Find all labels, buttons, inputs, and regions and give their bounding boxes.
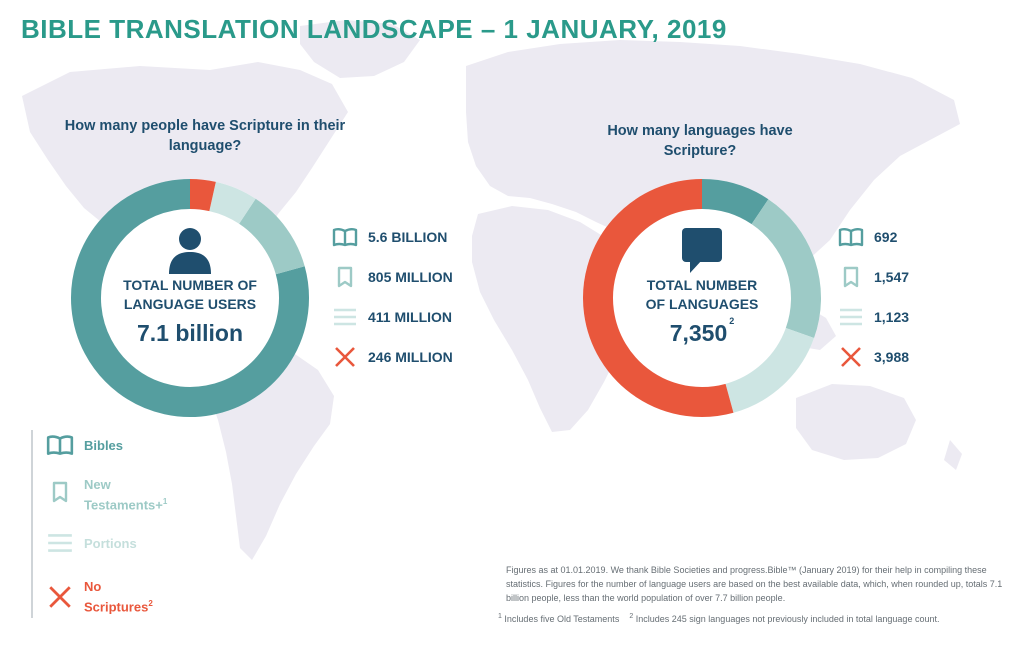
languages-segment-no-scriptures [583, 179, 734, 417]
legend-label-new-testaments: New Testaments+ [84, 477, 163, 513]
left-center-line2: LANGUAGE USERS [123, 296, 257, 312]
footnote-2: Includes 245 sign languages not previous… [635, 614, 940, 624]
cross-icon [332, 345, 358, 369]
people-donut-background [71, 179, 309, 417]
legend-item-new-testaments: New Testaments+1 [46, 476, 168, 513]
languages-donut-background [583, 179, 821, 417]
right-center-line2: OF LANGUAGES [645, 296, 759, 312]
left-stat-no-scriptures-value: 246 MILLION [368, 349, 453, 365]
legend-divider [31, 430, 33, 618]
right-center-value-wrap: 7,350 2 [622, 316, 782, 347]
left-stat-new-testaments-value: 805 MILLION [368, 269, 453, 285]
legend-item-no-scriptures: No Scriptures2 [46, 578, 164, 615]
right-stat-portions-value: 1,123 [874, 309, 910, 325]
people-segment-bibles [71, 179, 309, 417]
languages-segment-portions [725, 327, 815, 413]
speech-bubble-icon [622, 226, 782, 276]
people-segment-portions [208, 181, 256, 225]
legend-label-bibles: Bibles [84, 438, 124, 453]
legend-label-no-scriptures: No Scriptures [84, 579, 149, 615]
legend-footnote-ref-1: 1 [162, 497, 168, 506]
right-stat-no-scriptures: 3,988 [838, 345, 909, 369]
lines-icon [838, 305, 864, 329]
cross-icon [46, 578, 74, 610]
languages-segment-bibles [701, 179, 769, 225]
legend-label-no-scriptures-wrap: No Scriptures2 [84, 578, 164, 615]
right-stat-portions: 1,123 [838, 305, 909, 329]
right-center-line1: TOTAL NUMBER [646, 277, 758, 293]
people-segment-new-testaments [238, 198, 305, 275]
open-book-icon [332, 225, 358, 249]
bookmark-book-icon [838, 265, 864, 289]
open-book-icon [838, 225, 864, 249]
page-title: BIBLE TRANSLATION LANDSCAPE – 1 JANUARY,… [21, 14, 727, 44]
right-center-label: TOTAL NUMBER OF LANGUAGES 7,350 2 [622, 226, 782, 347]
left-stat-bibles-value: 5.6 BILLION [368, 229, 448, 245]
source-note: Figures as at 01.01.2019. We thank Bible… [506, 565, 1003, 603]
left-stat-portions: 411 MILLION [332, 305, 452, 329]
right-stat-new-testaments-value: 1,547 [874, 269, 910, 285]
legend-item-portions: Portions [46, 532, 137, 554]
languages-segment-new-testaments [751, 199, 821, 339]
left-stat-new-testaments: 805 MILLION [332, 265, 453, 289]
open-book-icon [46, 434, 74, 456]
right-center-value: 7,350 [669, 320, 728, 346]
cross-icon [838, 345, 864, 369]
people-donut-chart [71, 179, 309, 417]
legend-footnote-ref-2: 2 [148, 599, 153, 608]
people-segment-no-scriptures [189, 179, 216, 212]
left-center-value: 7.1 billion [136, 320, 244, 346]
footnotes: 1 Includes five Old Testaments 2 Include… [498, 613, 940, 624]
left-stat-no-scriptures: 246 MILLION [332, 345, 453, 369]
left-stat-portions-value: 411 MILLION [368, 309, 453, 325]
left-center-line1: TOTAL NUMBER OF [123, 277, 257, 293]
left-question: How many people have Scripture in their … [64, 118, 346, 154]
lines-icon [332, 305, 358, 329]
right-stat-no-scriptures-value: 3,988 [874, 349, 910, 365]
footnote-1: Includes five Old Testaments [504, 614, 620, 624]
left-stat-bibles: 5.6 BILLION [332, 225, 447, 249]
legend-label-new-testaments-wrap: New Testaments+1 [84, 476, 168, 513]
bookmark-book-icon [46, 476, 74, 504]
legend-item-bibles: Bibles [46, 434, 123, 456]
right-stat-bibles: 692 [838, 225, 897, 249]
person-icon [110, 226, 270, 276]
right-center-footnote-ref: 2 [729, 316, 735, 326]
lines-icon [46, 532, 74, 554]
right-question: How many languages have Scripture? [607, 123, 793, 159]
right-stat-new-testaments: 1,547 [838, 265, 909, 289]
bookmark-book-icon [332, 265, 358, 289]
right-stat-bibles-value: 692 [874, 229, 898, 245]
left-center-label: TOTAL NUMBER OF LANGUAGE USERS 7.1 billi… [110, 226, 270, 347]
languages-donut-chart [583, 179, 821, 417]
legend-label-portions: Portions [84, 536, 137, 551]
